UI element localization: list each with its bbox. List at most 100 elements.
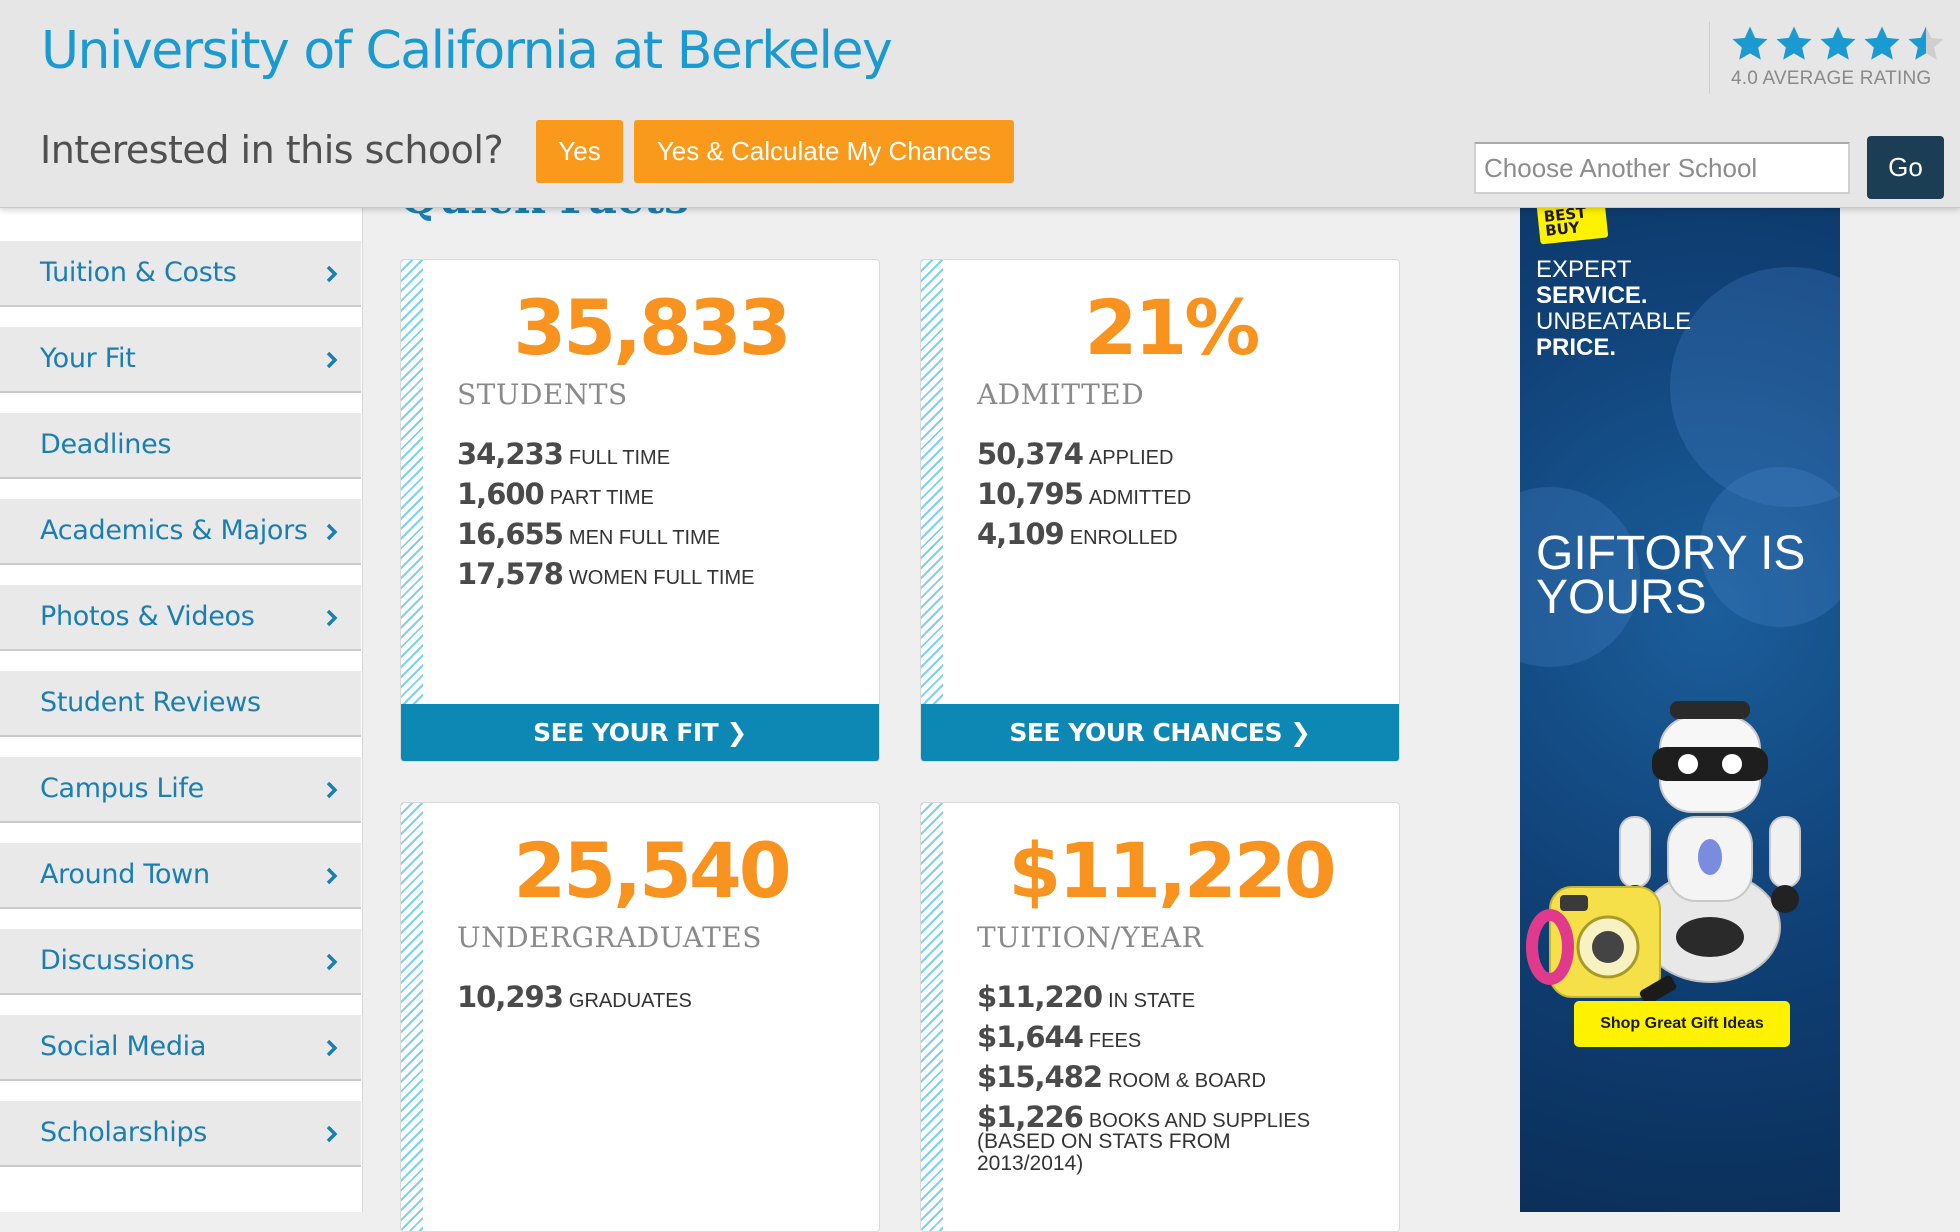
sidebar-item-social-media[interactable]: Social Media: [0, 1015, 361, 1081]
stat-row: $1,226 BOOKS AND SUPPLIES: [977, 1097, 1310, 1137]
card-stripe-decoration: [401, 803, 423, 1231]
undergraduates-stats: 10,293 GRADUATES: [457, 977, 692, 1017]
page-header: University of California at Berkeley 4.0…: [0, 0, 1960, 208]
ad-headline: YOURS: [1536, 571, 1707, 624]
stat-label: WOMEN FULL TIME: [568, 567, 755, 589]
robot-gifts-illustration: [1526, 701, 1801, 1005]
ad-decoration: [1700, 467, 1840, 627]
go-button[interactable]: Go: [1867, 136, 1944, 199]
students-label: STUDENTS: [457, 378, 628, 411]
stat-value: 17,578: [457, 557, 564, 591]
logo-text: BEST BUY: [1542, 207, 1588, 240]
advertisement-banner[interactable]: BEST BUY EXPERT SERVICE. UNBEATABLE PRICE…: [1520, 207, 1840, 1212]
sidebar-nav: Tuition & Costs Your Fit Deadlines Acade…: [0, 207, 363, 1212]
shop-gift-ideas-button[interactable]: Shop Great Gift Ideas: [1574, 1001, 1790, 1047]
calculate-chances-button[interactable]: Yes & Calculate My Chances: [634, 120, 1014, 183]
admitted-rate: 21%: [1084, 283, 1261, 372]
students-stats: 34,233 FULL TIME 1,600 PART TIME 16,655 MEN…: [457, 434, 755, 594]
stat-row: 10,293 GRADUATES: [457, 977, 692, 1017]
chevron-right-icon: [326, 609, 338, 627]
yes-button[interactable]: Yes: [536, 120, 623, 183]
stat-value: 34,233: [457, 437, 564, 471]
stat-label: FEES: [1088, 1030, 1142, 1052]
stats-source-note: (BASED ON STATS FROM 2013/2014): [977, 1130, 1231, 1175]
stat-label: GRADUATES: [568, 990, 692, 1012]
undergraduates-card: 25,540 UNDERGRADUATES 10,293 GRADUATES: [400, 802, 880, 1232]
stat-row: $1,644 FEES: [977, 1017, 1310, 1057]
sidebar-item-label: Tuition & Costs: [40, 257, 237, 288]
stat-label: MEN FULL TIME: [568, 527, 721, 549]
sidebar-item-label: Academics & Majors: [40, 515, 308, 546]
card-stripe-decoration: [921, 803, 943, 1231]
sidebar-item-photos-videos[interactable]: Photos & Videos: [0, 585, 361, 651]
undergraduates-label: UNDERGRADUATES: [457, 921, 762, 954]
stat-row: 17,578 WOMEN FULL TIME: [457, 554, 755, 594]
tuition-card: $11,220 TUITION/YEAR $11,220 IN STATE $1,…: [920, 802, 1400, 1232]
sidebar-item-label: Deadlines: [40, 429, 172, 460]
school-search-input[interactable]: [1474, 142, 1850, 194]
star-icon: [1776, 26, 1812, 60]
sidebar-item-deadlines[interactable]: Deadlines: [0, 413, 361, 479]
tuition-stats: $11,220 IN STATE $1,644 FEES $15,482 ROOM &…: [977, 977, 1310, 1175]
tuition-amount: $11,220: [1008, 826, 1336, 915]
chevron-right-icon: [326, 867, 338, 885]
stat-row: 34,233 FULL TIME: [457, 434, 755, 474]
admitted-stats: 50,374 APPLIED 10,795 ADMITTED 4,109 ENROLL…: [977, 434, 1191, 554]
chevron-right-icon: [326, 1039, 338, 1057]
sidebar-item-label: Campus Life: [40, 773, 204, 804]
stat-value: $1,644: [977, 1020, 1084, 1054]
sidebar-item-label: Scholarships: [40, 1117, 208, 1148]
ad-tagline-line: SERVICE.: [1536, 282, 1648, 309]
sidebar-item-tuition-costs[interactable]: Tuition & Costs: [0, 241, 361, 307]
sidebar-item-around-town[interactable]: Around Town: [0, 843, 361, 909]
sidebar-item-scholarships[interactable]: Scholarships: [0, 1101, 361, 1167]
students-total: 35,833: [513, 283, 791, 372]
sidebar-item-student-reviews[interactable]: Student Reviews: [0, 671, 361, 737]
sidebar-item-label: Photos & Videos: [40, 601, 255, 632]
stat-label: ADMITTED: [1088, 487, 1192, 509]
sidebar-item-your-fit[interactable]: Your Fit: [0, 327, 361, 393]
sidebar-item-campus-life[interactable]: Campus Life: [0, 757, 361, 823]
stat-value: 10,795: [977, 477, 1084, 511]
sidebar-item-label: Social Media: [40, 1031, 207, 1062]
chevron-right-icon: [326, 953, 338, 971]
stat-value: 4,109: [977, 517, 1065, 551]
stat-row: 50,374 APPLIED: [977, 434, 1191, 474]
stat-label: APPLIED: [1088, 447, 1174, 469]
half-star-icon: [1908, 26, 1944, 60]
see-your-chances-button[interactable]: SEE YOUR CHANCES ❯: [921, 704, 1399, 761]
stat-row: $11,220 IN STATE: [977, 977, 1310, 1017]
chevron-right-icon: [326, 781, 338, 799]
stat-value: 50,374: [977, 437, 1084, 471]
star-icon: [1864, 26, 1900, 60]
students-card: 35,833 STUDENTS 34,233 FULL TIME 1,600 PAR…: [400, 259, 880, 762]
stat-value: $15,482: [977, 1060, 1103, 1094]
chevron-right-icon: [326, 351, 338, 369]
school-name-title: University of California at Berkeley: [41, 21, 893, 81]
sidebar-item-label: Discussions: [40, 945, 195, 976]
card-stripe-decoration: [401, 260, 423, 761]
chevron-right-icon: [326, 523, 338, 541]
undergraduates-total: 25,540: [513, 826, 791, 915]
chevron-right-icon: [326, 1125, 338, 1143]
sidebar-item-label: Student Reviews: [40, 687, 261, 718]
stat-label: ENROLLED: [1069, 527, 1178, 549]
ad-tagline-line: UNBEATABLE: [1536, 308, 1692, 335]
star-icon: [1732, 26, 1768, 60]
admitted-label: ADMITTED: [977, 378, 1145, 411]
best-buy-logo: BEST BUY: [1535, 207, 1609, 245]
stat-label: IN STATE: [1108, 990, 1196, 1012]
stat-row: 4,109 ENROLLED: [977, 514, 1191, 554]
stat-value: $11,220: [977, 980, 1103, 1014]
stat-label: BOOKS AND SUPPLIES: [1088, 1110, 1311, 1132]
sidebar-item-academics-majors[interactable]: Academics & Majors: [0, 499, 361, 565]
see-your-fit-button[interactable]: SEE YOUR FIT ❯: [401, 704, 879, 761]
sidebar-item-discussions[interactable]: Discussions: [0, 929, 361, 995]
stat-value: $1,226: [977, 1100, 1084, 1134]
stat-row: 10,795 ADMITTED: [977, 474, 1191, 514]
sidebar-item-label: Your Fit: [40, 343, 136, 374]
sidebar-item-label: Around Town: [40, 859, 210, 890]
stat-label: PART TIME: [549, 487, 654, 509]
interest-question: Interested in this school?: [40, 128, 504, 172]
stat-row: $15,482 ROOM & BOARD: [977, 1057, 1310, 1097]
